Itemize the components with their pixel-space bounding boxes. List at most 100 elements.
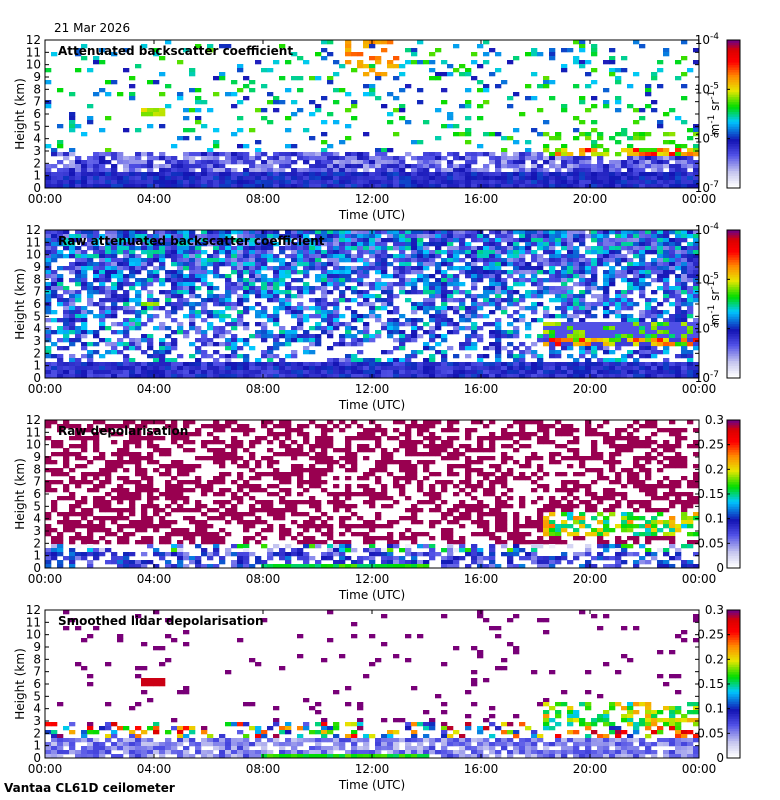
heatmap-cell	[501, 246, 508, 251]
heatmap-cell	[513, 184, 520, 189]
heatmap-cell	[621, 274, 628, 279]
heatmap-cell	[363, 172, 370, 177]
heatmap-cell	[291, 152, 298, 157]
heatmap-cell	[585, 290, 592, 295]
heatmap-cell	[213, 362, 220, 367]
heatmap-cell	[303, 250, 310, 255]
heatmap-cell	[291, 258, 298, 263]
heatmap-cell	[357, 230, 364, 235]
heatmap-cell	[225, 282, 232, 287]
heatmap-cell	[357, 246, 364, 251]
heatmap-cell	[555, 254, 562, 259]
heatmap-cell	[627, 326, 634, 331]
heatmap-cell	[57, 294, 64, 299]
heatmap-cell	[195, 350, 202, 355]
heatmap-cell	[507, 60, 514, 65]
heatmap-cell	[627, 366, 634, 371]
heatmap-cell	[639, 262, 646, 267]
heatmap-cell	[435, 48, 442, 53]
heatmap-cell	[405, 424, 412, 429]
heatmap-cell	[477, 104, 484, 109]
colorbar-swatch	[727, 365, 740, 369]
heatmap-cell	[375, 428, 382, 433]
heatmap-cell	[411, 250, 418, 255]
heatmap-cell	[573, 326, 580, 331]
heatmap-cell	[183, 274, 190, 279]
heatmap-cell	[429, 274, 436, 279]
heatmap-cell	[435, 164, 442, 169]
heatmap-cell	[663, 250, 670, 255]
heatmap-cell	[105, 314, 112, 319]
heatmap-cell	[561, 108, 568, 113]
heatmap-cell	[627, 104, 634, 109]
heatmap-cell	[177, 230, 184, 235]
heatmap-cell	[315, 258, 322, 263]
heatmap-cell	[243, 298, 250, 303]
heatmap-cell	[243, 238, 250, 243]
heatmap-cell	[441, 322, 448, 327]
heatmap-cell	[255, 172, 262, 177]
heatmap-cell	[483, 184, 490, 189]
heatmap-cell	[171, 184, 178, 189]
heatmap-cell	[231, 440, 238, 445]
heatmap-cell	[429, 250, 436, 255]
heatmap-cell	[93, 274, 100, 279]
heatmap-cell	[87, 428, 94, 433]
heatmap-cell	[477, 254, 484, 259]
heatmap-cell	[423, 342, 430, 347]
heatmap-cell	[645, 88, 652, 93]
heatmap-cell	[153, 80, 160, 85]
heatmap-cell	[639, 172, 646, 177]
heatmap-cell	[495, 184, 502, 189]
heatmap-cell	[645, 246, 652, 251]
heatmap-cell	[45, 234, 52, 239]
heatmap-cell	[483, 258, 490, 263]
heatmap-cell	[225, 420, 232, 425]
heatmap-cell	[345, 362, 352, 367]
heatmap-cell	[507, 354, 514, 359]
heatmap-cell	[579, 184, 586, 189]
heatmap-cell	[189, 432, 196, 437]
heatmap-cell	[291, 294, 298, 299]
heatmap-cell	[615, 374, 622, 379]
heatmap-cell	[225, 302, 232, 307]
heatmap-cell	[567, 242, 574, 247]
heatmap-cell	[381, 274, 388, 279]
heatmap-cell	[285, 294, 292, 299]
heatmap-cell	[63, 238, 70, 243]
heatmap-cell	[129, 234, 136, 239]
heatmap-cell	[351, 238, 358, 243]
heatmap-cell	[225, 358, 232, 363]
heatmap-cell	[669, 270, 676, 275]
heatmap-cell	[447, 246, 454, 251]
heatmap-cell	[645, 370, 652, 375]
colorbar-swatch	[727, 84, 740, 88]
heatmap-cell	[507, 238, 514, 243]
heatmap-cell	[237, 266, 244, 271]
heatmap-cell	[345, 424, 352, 429]
heatmap-cell	[177, 370, 184, 375]
heatmap-cell	[231, 286, 238, 291]
heatmap-cell	[111, 152, 118, 157]
colorbar-swatch	[727, 294, 740, 297]
heatmap-cell	[327, 254, 334, 259]
heatmap-cell	[171, 274, 178, 279]
heatmap-cell	[429, 160, 436, 165]
heatmap-cell	[675, 254, 682, 259]
heatmap-cell	[453, 132, 460, 137]
heatmap-cell	[129, 346, 136, 351]
heatmap-cell	[489, 180, 496, 185]
heatmap-cell	[387, 172, 394, 177]
heatmap-cell	[573, 258, 580, 263]
heatmap-cell	[561, 428, 568, 433]
heatmap-cell	[321, 176, 328, 181]
colorbar-tick-exponent: -6	[710, 131, 719, 141]
heatmap-cell	[255, 278, 262, 283]
heatmap-cell	[651, 432, 658, 437]
heatmap-cell	[399, 370, 406, 375]
heatmap-cell	[525, 270, 532, 275]
heatmap-cell	[615, 306, 622, 311]
heatmap-cell	[477, 326, 484, 331]
heatmap-cell	[255, 238, 262, 243]
heatmap-cell	[171, 302, 178, 307]
